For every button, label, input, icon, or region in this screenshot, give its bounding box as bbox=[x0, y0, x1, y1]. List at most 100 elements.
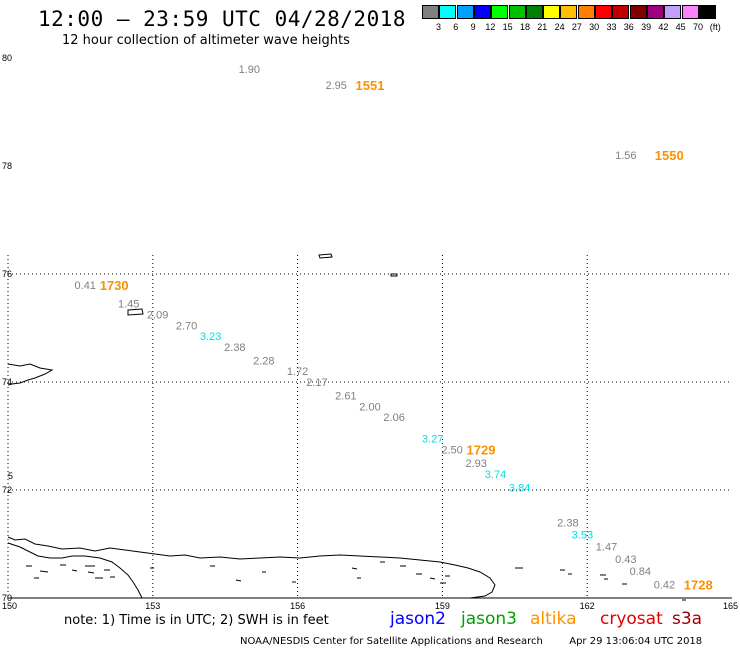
colorbar-swatch bbox=[560, 5, 578, 19]
lon-label: 156 bbox=[290, 601, 305, 611]
credit-timestamp: Apr 29 13:06:04 UTC 2018 bbox=[569, 636, 703, 647]
colorbar-swatch bbox=[473, 5, 491, 19]
western-headland bbox=[7, 542, 143, 599]
colorbar-swatch bbox=[508, 5, 526, 19]
wave-height-value: 3.23 bbox=[200, 331, 221, 343]
colorbar-swatch bbox=[577, 5, 595, 19]
wave-height-value: 0.42 bbox=[654, 580, 675, 592]
colorbar-label: 36 bbox=[623, 22, 634, 32]
colorbar-label: 21 bbox=[537, 22, 548, 32]
lat-label: 72 bbox=[2, 485, 12, 495]
wave-height-value: 2.09 bbox=[147, 310, 168, 322]
wave-height-value: 0.43 bbox=[615, 554, 636, 566]
lon-label: 150 bbox=[2, 601, 17, 611]
wave-height-value: 2.38 bbox=[557, 517, 578, 529]
wave-height-value: 0.84 bbox=[630, 566, 651, 578]
wave-height-value: 1.56 bbox=[615, 150, 636, 162]
satellite-altika: altika bbox=[530, 609, 577, 629]
wave-height-value: 2.06 bbox=[383, 412, 404, 424]
colorbar-swatch bbox=[698, 5, 716, 19]
edge-mark: 5 bbox=[8, 471, 13, 481]
wave-height-value: 0.41 bbox=[75, 280, 96, 292]
colorbar-swatch bbox=[681, 5, 699, 19]
colorbar-label: 15 bbox=[502, 22, 513, 32]
wave-height-value: 2.70 bbox=[176, 320, 197, 332]
satellite-jason3: jason3 bbox=[461, 609, 517, 629]
lat-label: 74 bbox=[2, 377, 12, 387]
wave-height-value: 2.38 bbox=[224, 342, 245, 354]
lat-label: 78 bbox=[2, 161, 12, 171]
map-subtitle: 12 hour collection of altimeter wave hei… bbox=[62, 33, 350, 48]
colorbar-label: 30 bbox=[589, 22, 600, 32]
wave-height-value: 1.47 bbox=[596, 542, 617, 554]
lat-lon-grid bbox=[7, 255, 732, 599]
colorbar-label: 45 bbox=[675, 22, 686, 32]
wave-height-value: 1.72 bbox=[287, 366, 308, 378]
lon-label: 162 bbox=[580, 601, 595, 611]
wave-height-value: 3.27 bbox=[422, 434, 443, 446]
lat-label: 76 bbox=[2, 269, 12, 279]
colorbar-swatch bbox=[525, 5, 543, 19]
wave-height-value: 1.90 bbox=[239, 64, 260, 76]
colorbar-swatch bbox=[439, 5, 457, 19]
credit-text: NOAA/NESDIS Center for Satellite Applica… bbox=[240, 636, 543, 647]
colorbar-swatch bbox=[646, 5, 664, 19]
lat-label: 70 bbox=[2, 593, 12, 603]
colorbar-swatch bbox=[664, 5, 682, 19]
wave-height-value: 3.74 bbox=[485, 469, 506, 481]
colorbar-swatch bbox=[422, 5, 439, 19]
colorbar-label: 42 bbox=[658, 22, 669, 32]
footer-note: note: 1) Time is in UTC; 2) SWH is in fe… bbox=[64, 613, 329, 628]
colorbar-label: 27 bbox=[571, 22, 582, 32]
satellite-cryosat: cryosat bbox=[600, 609, 663, 629]
islet-cluster bbox=[26, 561, 686, 601]
map-title: 12:00 – 23:59 UTC 04/28/2018 bbox=[38, 7, 407, 31]
footer-credit: NOAA/NESDIS Center for Satellite Applica… bbox=[240, 636, 702, 647]
colorbar-label: 18 bbox=[519, 22, 530, 32]
colorbar-swatch bbox=[595, 5, 612, 19]
wave-height-value: 2.28 bbox=[253, 355, 274, 367]
colorbar-swatch bbox=[491, 5, 509, 19]
satellite-jason2: jason2 bbox=[390, 609, 446, 629]
island-1 bbox=[127, 308, 144, 316]
lat-label: 80 bbox=[2, 53, 12, 63]
wave-height-value: 1.45 bbox=[118, 299, 139, 311]
colorbar-swatch bbox=[543, 5, 561, 19]
colorbar-label: 33 bbox=[606, 22, 617, 32]
pass-time-label: 1550 bbox=[655, 148, 684, 163]
colorbar-label: 12 bbox=[485, 22, 496, 32]
wave-height-value: 2.17 bbox=[306, 377, 327, 389]
northern-coastline bbox=[7, 536, 496, 599]
pass-time-labels: 1551 1550 1730 1729 1728 bbox=[100, 78, 713, 593]
island-3 bbox=[390, 273, 398, 277]
pass-time-label: 1551 bbox=[356, 78, 385, 93]
wave-height-value: 2.61 bbox=[335, 391, 356, 403]
pass-time-label: 1730 bbox=[100, 278, 129, 293]
west-coast-peninsula bbox=[7, 363, 54, 386]
pass-time-label: 1729 bbox=[467, 443, 496, 458]
colorbar-label: 6 bbox=[453, 22, 459, 32]
colorbar-swatch bbox=[612, 5, 630, 19]
colorbar-swatch bbox=[456, 5, 474, 19]
colorbar-label: 3 bbox=[435, 22, 441, 32]
wave-height-values: 1.902.951.560.411.452.092.703.232.382.28… bbox=[75, 64, 676, 592]
wave-height-value: 3.84 bbox=[509, 482, 530, 494]
wave-height-value: 3.53 bbox=[572, 529, 593, 541]
colorbar-label: 70 bbox=[692, 22, 703, 32]
colorbar-label: 39 bbox=[641, 22, 652, 32]
wave-height-value: 2.50 bbox=[441, 445, 462, 457]
colorbar-label: 9 bbox=[470, 22, 476, 32]
coastline bbox=[7, 253, 686, 601]
colorbar-label: 24 bbox=[554, 22, 565, 32]
colorbar-swatch bbox=[629, 5, 647, 19]
island-2 bbox=[318, 253, 333, 259]
lon-label: 153 bbox=[145, 601, 160, 611]
lon-label: 159 bbox=[435, 601, 450, 611]
pass-time-label: 1728 bbox=[684, 578, 713, 593]
wave-height-value: 2.93 bbox=[465, 458, 486, 470]
wave-height-value: 2.95 bbox=[326, 80, 347, 92]
lon-label: 165 bbox=[723, 601, 738, 611]
colorbar-label: (ft) bbox=[709, 22, 721, 32]
